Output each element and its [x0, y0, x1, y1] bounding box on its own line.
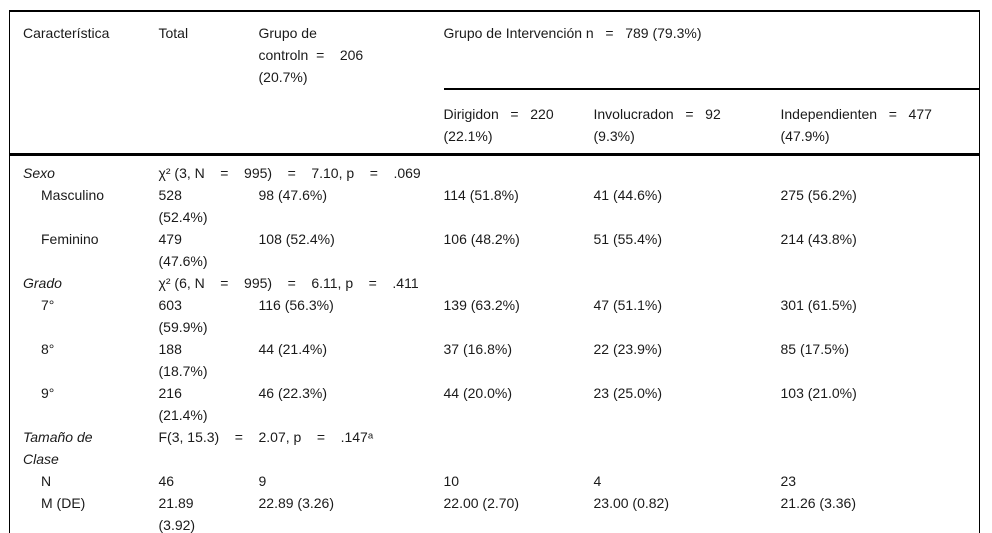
cell-involucrado: 23.00 (0.82) [593, 495, 670, 511]
header-grupo-intervencion: Grupo de Intervención n = 789 (79.3%) [443, 11, 980, 90]
cell-dirigido: 37 (16.8%) [443, 341, 512, 357]
table-row-m-de: M (DE) 21.89 (3.92) 22.89 (3.26) 22.00 (… [10, 492, 980, 533]
table-body: Sexo χ² (3, N = 995) = 7.10, p = .069 Ma… [9, 153, 980, 533]
cell-dirigido: 139 (63.2%) [443, 297, 520, 313]
cell-total: 188 (18.7%) [158, 341, 208, 379]
cell-stat: χ² (6, N = 995) = 6.11, p = .411 [158, 275, 419, 291]
cell-label: 9° [41, 385, 55, 401]
cell-control: 46 (22.3%) [258, 385, 327, 401]
cell-label: Grado [23, 275, 62, 291]
cell-independiente: 23 [780, 473, 797, 489]
header-independiente: Independienten = 477 (47.9%) [780, 106, 932, 144]
cell-control: 22.89 (3.26) [258, 495, 335, 511]
cell-independiente: 103 (21.0%) [780, 385, 857, 401]
cell-involucrado: 4 [593, 473, 602, 489]
header-row-top: Característica Total Grupo de controln =… [10, 11, 980, 90]
cell-label: Masculino [41, 187, 105, 203]
cell-independiente: 21.26 (3.36) [780, 495, 857, 511]
cell-involucrado: 41 (44.6%) [593, 187, 662, 203]
cell-control: 9 [258, 473, 267, 489]
cell-label: Feminino [41, 231, 99, 247]
cell-independiente: 85 (17.5%) [780, 341, 849, 357]
cell-dirigido: 114 (51.8%) [443, 187, 519, 203]
table-row-sexo: Sexo χ² (3, N = 995) = 7.10, p = .069 [9, 153, 980, 184]
cell-total: 46 [158, 473, 175, 489]
cell-involucrado: 51 (55.4%) [593, 231, 662, 247]
header-grupo-control: Grupo de controln = 206 (20.7%) [258, 25, 364, 85]
cell-involucrado: 47 (51.1%) [593, 297, 662, 313]
cell-total: 528 (52.4%) [158, 187, 208, 225]
cell-control: 44 (21.4%) [258, 341, 327, 357]
cell-label: Tamaño de Clase [23, 429, 93, 467]
cell-independiente: 301 (61.5%) [780, 297, 857, 313]
table-row-n: N 46 9 10 4 23 [10, 470, 980, 492]
cell-total: 21.89 (3.92) [158, 495, 196, 533]
cell-involucrado: 23 (25.0%) [593, 385, 662, 401]
cell-label: 7° [41, 297, 55, 313]
table-row-tamano-clase: Tamaño de Clase F(3, 15.3) = 2.07, p = .… [10, 426, 980, 470]
cell-label: Sexo [9, 153, 159, 184]
header-involucrado: Involucradon = 92 (9.3%) [593, 106, 721, 144]
cell-control: 116 (56.3%) [258, 297, 334, 313]
header-caracteristica: Característica [23, 25, 110, 41]
cell-independiente: 275 (56.2%) [780, 187, 857, 203]
table-row-grado-9: 9° 216 (21.4%) 46 (22.3%) 44 (20.0%) 23 … [10, 382, 980, 426]
cell-dirigido: 22.00 (2.70) [443, 495, 520, 511]
cell-control: 108 (52.4%) [258, 231, 335, 247]
statistics-table: Característica Total Grupo de controln =… [9, 10, 980, 533]
cell-label: M (DE) [41, 495, 86, 511]
cell-label: N [41, 473, 52, 489]
cell-label: 8° [41, 341, 55, 357]
cell-dirigido: 106 (48.2%) [443, 231, 520, 247]
cell-dirigido: 44 (20.0%) [443, 385, 512, 401]
cell-independiente: 214 (43.8%) [780, 231, 857, 247]
header-row-sub: Dirigidon = 220 (22.1%) Involucradon = 9… [10, 89, 980, 155]
table-row-masculino: Masculino 528 (52.4%) 98 (47.6%) 114 (51… [10, 184, 980, 228]
table-row-grado-8: 8° 188 (18.7%) 44 (21.4%) 37 (16.8%) 22 … [10, 338, 980, 382]
table-row-feminino: Feminino 479 (47.6%) 108 (52.4%) 106 (48… [10, 228, 980, 272]
cell-total: 216 (21.4%) [158, 385, 208, 423]
table-row-grado: Grado χ² (6, N = 995) = 6.11, p = .411 [10, 272, 980, 294]
cell-stat: χ² (3, N = 995) = 7.10, p = .069 [158, 153, 980, 184]
cell-total: 603 (59.9%) [158, 297, 208, 335]
table-row-grado-7: 7° 603 (59.9%) 116 (56.3%) 139 (63.2%) 4… [10, 294, 980, 338]
cell-stat: F(3, 15.3) = 2.07, p = .147ᵃ [158, 429, 374, 445]
cell-total: 479 (47.6%) [158, 231, 208, 269]
cell-involucrado: 22 (23.9%) [593, 341, 662, 357]
cell-dirigido: 10 [443, 473, 460, 489]
table-header: Característica Total Grupo de controln =… [10, 11, 980, 155]
cell-control: 98 (47.6%) [258, 187, 327, 203]
header-total: Total [158, 25, 189, 41]
header-dirigido: Dirigidon = 220 (22.1%) [443, 106, 554, 144]
